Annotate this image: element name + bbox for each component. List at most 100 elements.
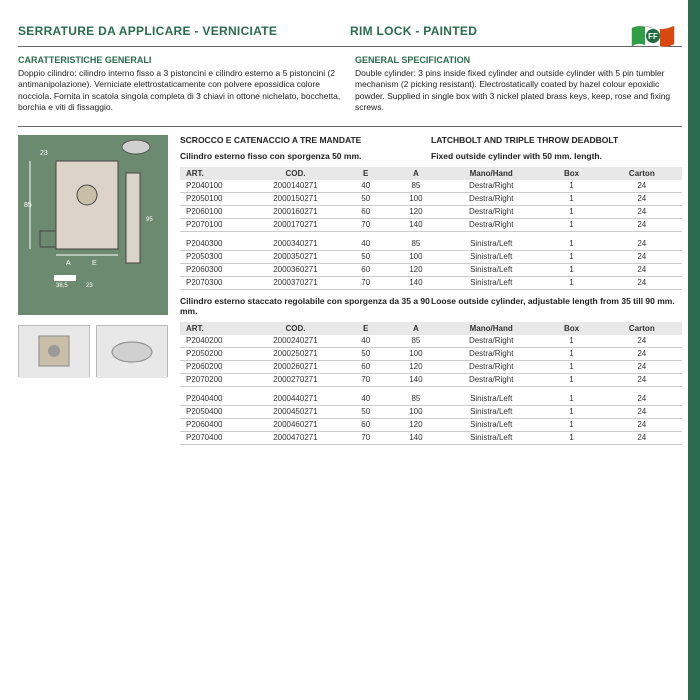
svg-text:FF: FF	[648, 32, 658, 41]
table-cell: P2070400	[180, 431, 250, 444]
table-1b: P204030020003402714085Sinistra/Left124P2…	[180, 238, 682, 290]
table-cell: 1	[541, 250, 601, 263]
table-cell: Sinistra/Left	[441, 276, 541, 289]
section1-desc-en: Fixed outside cylinder with 50 mm. lengt…	[431, 151, 682, 161]
table-cell: Destra/Right	[441, 373, 541, 386]
table-cell: 1	[541, 263, 601, 276]
table-cell: Sinistra/Left	[441, 393, 541, 406]
table-row: P204030020003402714085Sinistra/Left124	[180, 238, 682, 251]
table-cell: 1	[541, 180, 601, 193]
table-cell: 24	[602, 250, 682, 263]
section1-head-en: LATCHBOLT AND TRIPLE THROW DEADBOLT	[431, 135, 682, 145]
table-cell: 1	[541, 431, 601, 444]
table-row: P2070200200027027170140Destra/Right124	[180, 373, 682, 386]
table-cell: 2000370271	[250, 276, 340, 289]
table-cell: 40	[341, 238, 391, 251]
table-row: P2070300200037027170140Sinistra/Left124	[180, 276, 682, 289]
page-title-it: SERRATURE DA APPLICARE - VERNICIATE	[18, 24, 350, 38]
spec-title-it: CARATTERISTICHE GENERALI	[18, 55, 345, 65]
table-row: P204010020001402714085Destra/Right124	[180, 180, 682, 193]
table-cell: P2060400	[180, 418, 250, 431]
spec-section: CARATTERISTICHE GENERALI Doppio cilindro…	[18, 55, 682, 114]
table-header: ART.	[180, 322, 250, 335]
table-cell: Sinistra/Left	[441, 418, 541, 431]
table-cell: Destra/Right	[441, 360, 541, 373]
table-cell: 2000160271	[250, 205, 340, 218]
table-cell: Destra/Right	[441, 218, 541, 231]
table-cell: P2040200	[180, 335, 250, 348]
table-cell: P2050200	[180, 347, 250, 360]
table-row: P2050100200015027150100Destra/Right124	[180, 192, 682, 205]
table-cell: 24	[602, 393, 682, 406]
table-cell: 85	[391, 335, 441, 348]
table-cell: 40	[341, 335, 391, 348]
table-cell: 50	[341, 192, 391, 205]
table-1a: ART.COD.EAMano/HandBoxCartonP20401002000…	[180, 167, 682, 232]
table-cell: P2070100	[180, 218, 250, 231]
table-row: P2070400200047027170140Sinistra/Left124	[180, 431, 682, 444]
table-row: P2060400200046027160120Sinistra/Left124	[180, 418, 682, 431]
table-cell: 60	[341, 418, 391, 431]
table-cell: 1	[541, 373, 601, 386]
table-cell: 24	[602, 180, 682, 193]
table-header: Carton	[602, 167, 682, 180]
spec-body-en: Double cylinder: 3 pins inside fixed cyl…	[355, 68, 682, 114]
table-header: Mano/Hand	[441, 167, 541, 180]
section2-desc-en: Loose outside cylinder, adjustable lengt…	[431, 296, 682, 316]
table-cell: Destra/Right	[441, 347, 541, 360]
table-cell: P2040300	[180, 238, 250, 251]
section2-desc-it: Cilindro esterno staccato regolabile con…	[180, 296, 431, 316]
table-row: P204040020004402714085Sinistra/Left124	[180, 393, 682, 406]
product-detail-images	[18, 325, 168, 377]
table-header: Box	[541, 322, 601, 335]
table-cell: Sinistra/Left	[441, 250, 541, 263]
table-cell: 120	[391, 205, 441, 218]
table-cell: 40	[341, 393, 391, 406]
table-header: A	[391, 322, 441, 335]
table-cell: P2060100	[180, 205, 250, 218]
table-cell: 140	[391, 218, 441, 231]
header-rule	[18, 46, 682, 47]
table-cell: 85	[391, 238, 441, 251]
table-cell: 140	[391, 431, 441, 444]
table-row: P2050200200025027150100Destra/Right124	[180, 347, 682, 360]
table-cell: 2000170271	[250, 218, 340, 231]
table-cell: 2000350271	[250, 250, 340, 263]
svg-text:23: 23	[40, 150, 48, 157]
table-cell: 60	[341, 263, 391, 276]
table-cell: P2050100	[180, 192, 250, 205]
table-cell: Destra/Right	[441, 180, 541, 193]
table-cell: 24	[602, 335, 682, 348]
table-cell: 24	[602, 418, 682, 431]
table-cell: 60	[341, 360, 391, 373]
right-accent-bar	[688, 0, 700, 700]
table-cell: 85	[391, 393, 441, 406]
table-row: P204020020002402714085Destra/Right124	[180, 335, 682, 348]
table-cell: 140	[391, 276, 441, 289]
table-cell: 70	[341, 276, 391, 289]
svg-text:38,5: 38,5	[56, 283, 68, 289]
table-cell: 70	[341, 373, 391, 386]
table-cell: 24	[602, 373, 682, 386]
tables-column: SCROCCO E CATENACCIO A TRE MANDATE LATCH…	[180, 135, 682, 451]
table-cell: 1	[541, 218, 601, 231]
table-cell: 1	[541, 418, 601, 431]
page-title-row: SERRATURE DA APPLICARE - VERNICIATE RIM …	[18, 24, 682, 38]
table-header: Carton	[602, 322, 682, 335]
table-cell: 24	[602, 218, 682, 231]
table-cell: Sinistra/Left	[441, 263, 541, 276]
table-cell: 2000240271	[250, 335, 340, 348]
table-row: P2070100200017027170140Destra/Right124	[180, 218, 682, 231]
table-cell: 2000150271	[250, 192, 340, 205]
table-header: E	[341, 322, 391, 335]
table-cell: P2060300	[180, 263, 250, 276]
table-cell: 24	[602, 276, 682, 289]
table-header: COD.	[250, 322, 340, 335]
table-cell: Destra/Right	[441, 335, 541, 348]
table-cell: 24	[602, 205, 682, 218]
table-cell: 100	[391, 192, 441, 205]
table-cell: 24	[602, 192, 682, 205]
table-cell: 24	[602, 238, 682, 251]
table-cell: P2070200	[180, 373, 250, 386]
table-row: P2060200200026027160120Destra/Right124	[180, 360, 682, 373]
